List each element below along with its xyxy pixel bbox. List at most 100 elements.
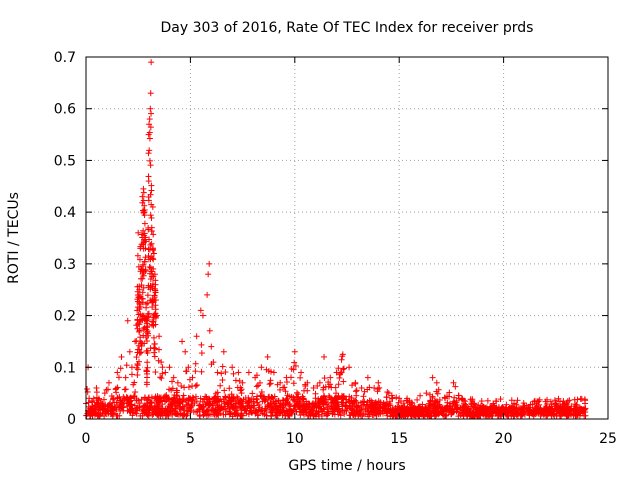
roti-point [266, 393, 273, 400]
roti-spike-point [151, 294, 158, 301]
roti-point [497, 396, 504, 403]
roti-highlight-point [385, 390, 392, 397]
x-tick-label: 25 [599, 431, 617, 447]
roti-point [115, 374, 122, 381]
roti-highlight-point [136, 286, 143, 293]
roti-highlight-point [327, 374, 334, 381]
y-tick-label: 0.7 [54, 50, 76, 66]
roti-highlight-point [204, 291, 211, 298]
roti-point [437, 405, 444, 412]
roti-point [103, 386, 110, 393]
roti-point [201, 396, 208, 403]
roti-highlight-point [245, 369, 252, 376]
roti-point [581, 407, 588, 414]
roti-highlight-point [552, 400, 559, 407]
roti-point [446, 405, 453, 412]
roti-point [221, 387, 228, 394]
roti-point [171, 410, 178, 417]
roti-spike-point [147, 212, 154, 219]
roti-spike-point [138, 275, 145, 282]
roti-point [85, 410, 92, 417]
roti-spike-point [150, 319, 157, 326]
roti-point [314, 382, 321, 389]
y-tick-label: 0.5 [54, 153, 76, 169]
roti-highlight-point [442, 395, 449, 402]
roti-point [399, 404, 406, 411]
roti-spike-point [143, 367, 150, 374]
roti-point [255, 382, 262, 389]
roti-highlight-point [270, 369, 277, 376]
roti-point [542, 398, 549, 405]
roti-spike-point [144, 368, 151, 375]
roti-point [369, 411, 376, 418]
roti-point [536, 396, 543, 403]
roti-highlight-point [87, 405, 94, 412]
roti-point [163, 392, 170, 399]
roti-point [159, 370, 166, 377]
roti-point [478, 398, 485, 405]
roti-point [353, 387, 360, 394]
roti-highlight-point [114, 369, 121, 376]
roti-point [198, 368, 205, 375]
roti-spike-point [136, 299, 143, 306]
roti-point [167, 408, 174, 415]
roti-point [192, 393, 199, 400]
roti-point [443, 406, 450, 413]
roti-point [246, 398, 253, 405]
roti-spike-point [150, 334, 157, 341]
roti-point [307, 409, 314, 416]
roti-highlight-point [150, 250, 157, 257]
roti-point [276, 410, 283, 417]
roti-spike-point [148, 214, 155, 221]
roti-point [436, 410, 443, 417]
roti-point [487, 403, 494, 410]
roti-highlight-point [156, 333, 163, 340]
roti-point [227, 410, 234, 417]
roti-point [151, 406, 158, 413]
roti-point [425, 411, 432, 418]
roti-point [429, 393, 436, 400]
roti-point [388, 395, 395, 402]
roti-point [182, 397, 189, 404]
roti-point [340, 366, 347, 373]
roti-point [193, 409, 200, 416]
roti-point [198, 341, 205, 348]
roti-spike-point [146, 147, 153, 154]
roti-point [294, 394, 301, 401]
roti-point [137, 412, 144, 419]
roti-point [257, 392, 264, 399]
roti-highlight-point [352, 379, 359, 386]
roti-point [96, 407, 103, 414]
roti-highlight-point [93, 384, 100, 391]
roti-point [340, 393, 347, 400]
y-axis-title: ROTI / TECUs [6, 192, 22, 284]
roti-point [211, 394, 218, 401]
roti-highlight-point [146, 116, 153, 123]
y-tick-label: 0.4 [54, 205, 76, 221]
roti-point [92, 409, 99, 416]
roti-point [99, 410, 106, 417]
roti-point [268, 406, 275, 413]
axis-layer [85, 56, 609, 420]
roti-point [505, 413, 512, 420]
roti-highlight-point [304, 379, 311, 386]
roti-point [291, 359, 298, 366]
roti-spike-point [149, 304, 156, 311]
roti-point [580, 406, 587, 413]
roti-spike-point [150, 231, 157, 238]
roti-spike-point [135, 311, 142, 318]
roti-point [462, 398, 469, 405]
roti-point [527, 401, 534, 408]
roti-point [557, 398, 564, 405]
roti-point [267, 380, 274, 387]
roti-point [360, 410, 367, 417]
roti-point [232, 403, 239, 410]
roti-highlight-point [316, 379, 323, 386]
roti-point [185, 384, 192, 391]
roti-point [317, 396, 324, 403]
roti-point [305, 400, 312, 407]
roti-point [335, 365, 342, 372]
roti-point [232, 377, 239, 384]
roti-point [420, 412, 427, 419]
roti-point [219, 363, 226, 370]
